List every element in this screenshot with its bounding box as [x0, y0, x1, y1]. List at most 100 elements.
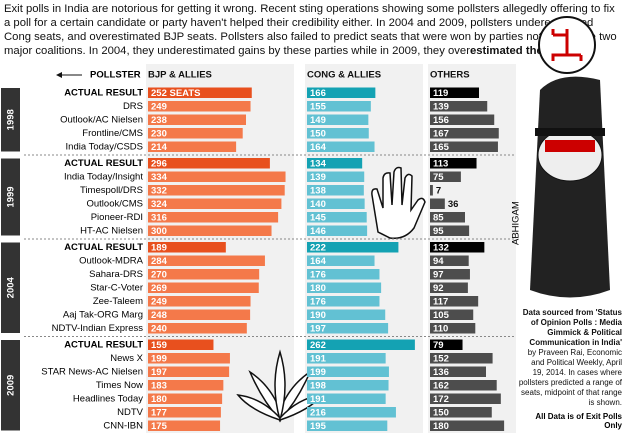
bar [430, 420, 505, 431]
value-label: 230 [151, 128, 167, 139]
intro: Exit polls in India are notorious for ge… [4, 2, 620, 58]
bar [307, 296, 380, 307]
bar [307, 407, 396, 418]
intro-emphasis: estimated them [469, 45, 553, 57]
pollster-label: STAR News-AC Nielsen [41, 366, 143, 377]
bar [307, 269, 380, 280]
actual-label: ACTUAL RESULT [64, 242, 143, 253]
bar [148, 101, 251, 112]
bar [430, 296, 479, 307]
bar [307, 128, 369, 139]
value-label: 166 [310, 88, 326, 99]
bar [430, 393, 501, 404]
value-label: 262 [310, 340, 326, 351]
value-label: 197 [310, 323, 326, 334]
pollster-label: CNN-IBN [103, 420, 143, 431]
pollster-label: News X [110, 353, 143, 364]
actual-label: ACTUAL RESULT [64, 339, 143, 350]
bar [307, 171, 365, 182]
value-label: 75 [433, 172, 444, 183]
bar [430, 282, 468, 293]
pollster-label: NDTV-Indian Express [52, 323, 144, 334]
value-label: 149 [310, 115, 326, 126]
bar [430, 141, 498, 152]
value-label: 105 [433, 310, 450, 321]
value-label: 332 [151, 185, 167, 196]
bar [307, 309, 386, 320]
pollster-label: HT-AC Nielsen [80, 225, 143, 236]
value-label: 97 [433, 269, 444, 280]
bar [307, 255, 375, 266]
value-label: 155 [310, 101, 327, 112]
bar [148, 87, 252, 98]
value-label: 180 [310, 283, 326, 294]
value-label: 167 [433, 128, 449, 139]
series-header: OTHERS [430, 70, 470, 81]
series-header: CONG & ALLIES [307, 70, 381, 81]
value-label: 222 [310, 242, 326, 253]
value-label: 117 [433, 296, 448, 307]
bar [430, 185, 433, 196]
bar [430, 339, 463, 350]
value-label: 95 [433, 226, 444, 237]
value-label: 252 SEATS [151, 88, 200, 99]
year-box [1, 242, 20, 333]
bar [148, 380, 224, 391]
value-label: 136 [433, 367, 449, 378]
value-label: 240 [151, 323, 167, 334]
bar [430, 242, 485, 253]
value-label: 216 [310, 407, 326, 418]
value-label: 183 [151, 380, 167, 391]
bar [430, 407, 492, 418]
actual-label: ACTUAL RESULT [64, 158, 143, 169]
bar [430, 198, 445, 209]
value-label: 162 [433, 380, 449, 391]
bar [307, 225, 368, 236]
value-label: 198 [310, 380, 326, 391]
cartoon-illustration [530, 16, 610, 298]
bar [148, 128, 243, 139]
bar [148, 282, 259, 293]
bar [148, 255, 265, 266]
value-label: 150 [310, 128, 326, 139]
bar [148, 366, 230, 377]
bar [307, 323, 389, 334]
bar [148, 420, 221, 431]
pollster-label: Outlook/AC Nielsen [60, 114, 143, 125]
bar [148, 225, 272, 236]
value-label: 165 [433, 142, 450, 153]
value-label: 110 [433, 323, 448, 334]
intro-text: Exit polls in India are notorious for ge… [4, 3, 617, 57]
bar [307, 380, 389, 391]
pollster-label: India Today/Insight [64, 171, 143, 182]
bar [430, 353, 493, 364]
header-arrow [56, 72, 62, 78]
value-label: 156 [433, 115, 449, 126]
value-label: 79 [433, 340, 444, 351]
year-box [1, 88, 20, 152]
value-label: 249 [151, 101, 167, 112]
bar [430, 212, 465, 223]
bar [148, 212, 279, 223]
bar [307, 366, 389, 377]
bar [148, 185, 285, 196]
value-label: 94 [433, 256, 444, 267]
bar [430, 128, 499, 139]
bar [148, 114, 246, 125]
value-label: 199 [310, 367, 326, 378]
bar [307, 185, 364, 196]
bar [148, 198, 282, 209]
bar [307, 420, 388, 431]
value-label: 159 [151, 340, 167, 351]
value-label: 249 [151, 296, 167, 307]
pollster-label: India Today/CSDS [66, 141, 143, 152]
bar [307, 87, 376, 98]
pollster-label: Aaj Tak-ORG Marg [63, 309, 143, 320]
artist: ABHIGAM [511, 201, 522, 245]
value-label: 119 [433, 88, 448, 99]
bar [148, 339, 214, 350]
value-label: 324 [151, 199, 168, 210]
source-text: by Praveen Rai, Economic and Political W… [518, 348, 622, 407]
bar [307, 339, 415, 350]
